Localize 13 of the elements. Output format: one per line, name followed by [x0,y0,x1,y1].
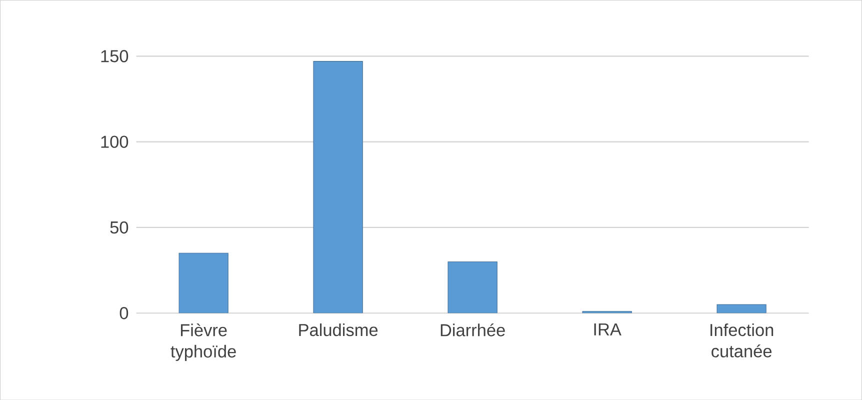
x-tick-label: IRA [594,323,622,336]
bar [178,252,228,313]
x-tick-label: Fièvre typhoïde [170,323,236,361]
x-tick-label: Paludisme [299,323,378,336]
bar [716,304,766,313]
y-tick-label: 0 [120,306,128,320]
y-tick-label: 100 [101,136,128,148]
y-tick-label: 150 [101,50,128,62]
y-tick-label: 50 [110,221,128,234]
bar [313,60,363,313]
x-tick-label: Diarrhée [440,323,505,336]
bar [448,261,498,313]
x-tick-label: Infection cutanée [710,323,774,358]
